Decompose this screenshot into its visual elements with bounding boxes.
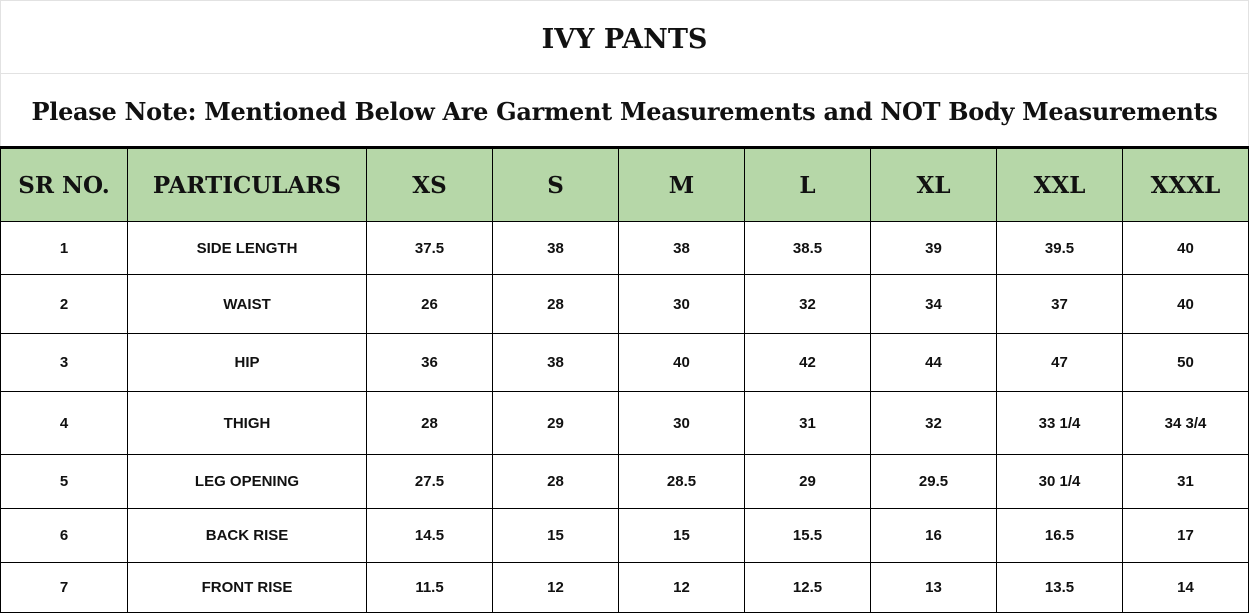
serial-cell: 7 bbox=[0, 562, 128, 613]
table-row: 1 SIDE LENGTH 37.5 38 38 38.5 39 39.5 40 bbox=[0, 221, 1249, 275]
measurement-cell: 37.5 bbox=[366, 221, 493, 275]
column-header: PARTICULARS bbox=[127, 147, 367, 222]
measurement-cell: 34 3/4 bbox=[1122, 391, 1249, 455]
table-row: 2 WAIST 26 28 30 32 34 37 40 bbox=[0, 274, 1249, 334]
measurement-cell: 30 1/4 bbox=[996, 454, 1123, 509]
measurement-cell: 33 1/4 bbox=[996, 391, 1123, 455]
column-header: S bbox=[492, 147, 619, 222]
serial-cell: 2 bbox=[0, 274, 128, 334]
table-row: 7 FRONT RISE 11.5 12 12 12.5 13 13.5 14 bbox=[0, 562, 1249, 613]
measurement-cell: 38.5 bbox=[744, 221, 871, 275]
measurement-cell: 15 bbox=[618, 508, 745, 563]
measurement-cell: 29 bbox=[492, 391, 619, 455]
measurement-cell: 27.5 bbox=[366, 454, 493, 509]
column-header: M bbox=[618, 147, 745, 222]
measurement-cell: 31 bbox=[744, 391, 871, 455]
measurement-cell: 11.5 bbox=[366, 562, 493, 613]
particular-cell: LEG OPENING bbox=[127, 454, 367, 509]
measurement-cell: 14.5 bbox=[366, 508, 493, 563]
particular-cell: WAIST bbox=[127, 274, 367, 334]
measurement-cell: 26 bbox=[366, 274, 493, 334]
table-row: 4 THIGH 28 29 30 31 32 33 1/4 34 3/4 bbox=[0, 391, 1249, 455]
measurement-cell: 16 bbox=[870, 508, 997, 563]
measurement-cell: 28.5 bbox=[618, 454, 745, 509]
serial-cell: 1 bbox=[0, 221, 128, 275]
serial-cell: 6 bbox=[0, 508, 128, 563]
measurement-cell: 36 bbox=[366, 333, 493, 392]
measurement-cell: 12.5 bbox=[744, 562, 871, 613]
measurement-cell: 28 bbox=[492, 454, 619, 509]
column-header: XXXL bbox=[1122, 147, 1249, 222]
measurement-cell: 29 bbox=[744, 454, 871, 509]
measurement-cell: 40 bbox=[618, 333, 745, 392]
measurement-cell: 31 bbox=[1122, 454, 1249, 509]
serial-cell: 5 bbox=[0, 454, 128, 509]
measurement-cell: 37 bbox=[996, 274, 1123, 334]
particular-cell: THIGH bbox=[127, 391, 367, 455]
table-row: 3 HIP 36 38 40 42 44 47 50 bbox=[0, 333, 1249, 392]
column-header: SR NO. bbox=[0, 147, 128, 222]
measurement-cell: 32 bbox=[870, 391, 997, 455]
table-row: 5 LEG OPENING 27.5 28 28.5 29 29.5 30 1/4 31 bbox=[0, 454, 1249, 509]
measurement-cell: 12 bbox=[492, 562, 619, 613]
column-header: XL bbox=[870, 147, 997, 222]
measurement-cell: 42 bbox=[744, 333, 871, 392]
size-chart-table: SR NO. PARTICULARS XS S M L XL XXL XXXL 1 SIDE LE… bbox=[0, 146, 1249, 613]
particular-cell: FRONT RISE bbox=[127, 562, 367, 613]
measurement-cell: 17 bbox=[1122, 508, 1249, 563]
column-header: L bbox=[744, 147, 871, 222]
measurement-cell: 16.5 bbox=[996, 508, 1123, 563]
measurement-cell: 40 bbox=[1122, 221, 1249, 275]
measurement-cell: 13.5 bbox=[996, 562, 1123, 613]
serial-cell: 3 bbox=[0, 333, 128, 392]
measurement-cell: 13 bbox=[870, 562, 997, 613]
measurement-cell: 38 bbox=[618, 221, 745, 275]
measurement-cell: 28 bbox=[366, 391, 493, 455]
column-header: XXL bbox=[996, 147, 1123, 222]
measurement-cell: 28 bbox=[492, 274, 619, 334]
particular-cell: HIP bbox=[127, 333, 367, 392]
measurement-cell: 47 bbox=[996, 333, 1123, 392]
measurement-cell: 15.5 bbox=[744, 508, 871, 563]
particular-cell: SIDE LENGTH bbox=[127, 221, 367, 275]
measurement-cell: 40 bbox=[1122, 274, 1249, 334]
measurement-cell: 39.5 bbox=[996, 221, 1123, 275]
measurement-cell: 30 bbox=[618, 274, 745, 334]
measurement-cell: 38 bbox=[492, 333, 619, 392]
measurement-note: Please Note: Mentioned Below Are Garment… bbox=[0, 74, 1249, 146]
measurement-cell: 14 bbox=[1122, 562, 1249, 613]
table-row: 6 BACK RISE 14.5 15 15 15.5 16 16.5 17 bbox=[0, 508, 1249, 563]
header-row: SR NO. PARTICULARS XS S M L XL XXL XXXL bbox=[0, 147, 1249, 222]
measurement-cell: 38 bbox=[492, 221, 619, 275]
column-header: XS bbox=[366, 147, 493, 222]
measurement-cell: 34 bbox=[870, 274, 997, 334]
measurement-cell: 50 bbox=[1122, 333, 1249, 392]
particular-cell: BACK RISE bbox=[127, 508, 367, 563]
measurement-cell: 39 bbox=[870, 221, 997, 275]
measurement-cell: 44 bbox=[870, 333, 997, 392]
measurement-cell: 29.5 bbox=[870, 454, 997, 509]
measurement-cell: 30 bbox=[618, 391, 745, 455]
measurement-cell: 12 bbox=[618, 562, 745, 613]
measurement-cell: 15 bbox=[492, 508, 619, 563]
serial-cell: 4 bbox=[0, 391, 128, 455]
page-title: IVY PANTS bbox=[0, 0, 1249, 74]
measurement-cell: 32 bbox=[744, 274, 871, 334]
